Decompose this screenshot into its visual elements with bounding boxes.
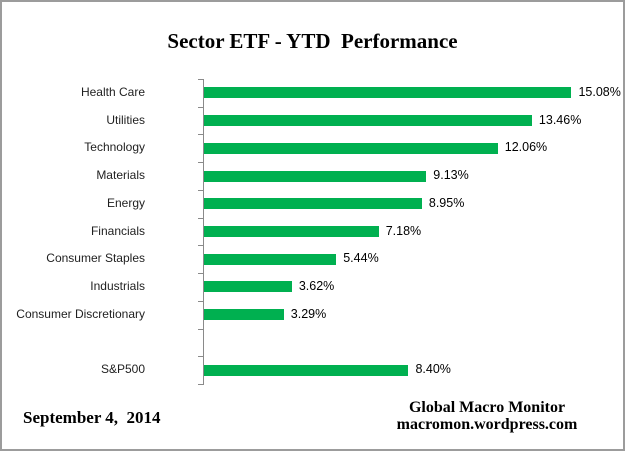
category-label: Energy <box>106 195 145 210</box>
category-label: Utilities <box>106 112 145 127</box>
bar <box>203 364 409 376</box>
bar <box>203 170 427 182</box>
category-label: Materials <box>96 168 145 183</box>
value-label: 12.06% <box>504 140 548 155</box>
axis-tick <box>197 162 204 164</box>
bar <box>203 225 379 237</box>
axis-tick <box>197 245 204 247</box>
source-credit: Global Macro Monitor macromon.wordpress.… <box>357 399 617 433</box>
value-label: 5.44% <box>343 251 379 266</box>
category-label: Consumer Discretionary <box>16 306 145 321</box>
axis-tick <box>197 383 204 385</box>
category-label: Financials <box>90 223 145 238</box>
axis-tick <box>197 217 204 219</box>
footer-date: September 4, 2014 <box>23 408 161 427</box>
category-label: Technology <box>84 140 145 155</box>
bar <box>203 87 572 99</box>
axis-tick <box>197 328 204 330</box>
y-axis-line <box>202 79 204 384</box>
value-label: 13.46% <box>538 112 582 127</box>
value-label: 7.18% <box>385 223 422 238</box>
chart-title: Sector ETF - YTD Performance <box>167 29 458 53</box>
value-label: 8.40% <box>415 362 451 377</box>
bar <box>203 115 532 127</box>
axis-tick <box>197 134 204 136</box>
value-label: 3.29% <box>290 306 327 321</box>
axis-tick <box>197 300 204 302</box>
axis-tick <box>197 273 204 275</box>
category-label: S&P500 <box>100 362 145 377</box>
axis-tick <box>197 106 204 108</box>
axis-tick <box>197 79 204 80</box>
category-label: Industrials <box>90 279 145 294</box>
category-label: Consumer Staples <box>46 251 145 266</box>
category-label: Health Care <box>80 85 145 99</box>
source-credit-line1: Global Macro Monitor <box>408 399 566 416</box>
source-credit-line2: macromon.wordpress.com <box>396 416 578 433</box>
bar <box>203 142 498 154</box>
axis-tick <box>197 189 204 191</box>
value-label: 8.95% <box>428 195 465 210</box>
value-label: 9.13% <box>433 168 469 183</box>
axis-tick <box>197 356 204 358</box>
bar <box>203 253 337 265</box>
value-label: 3.62% <box>298 279 335 294</box>
value-label: 15.08% <box>578 85 621 99</box>
bar <box>203 309 284 321</box>
bar <box>203 281 292 293</box>
bar <box>203 198 422 210</box>
